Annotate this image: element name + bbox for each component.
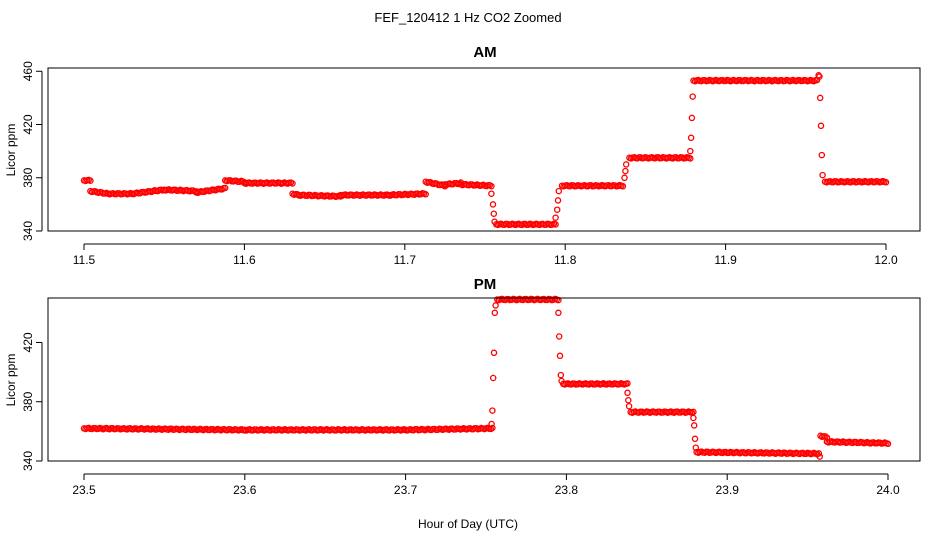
am-x-tick-label: 11.9	[714, 253, 737, 267]
pm-data-point	[556, 352, 564, 360]
pm-data-point	[815, 450, 823, 457]
am-x-tick-label: 11.7	[394, 253, 417, 267]
am-data-point	[817, 122, 825, 130]
pm-data-point	[691, 435, 699, 443]
am-data-point	[552, 221, 559, 228]
am-data-point	[818, 151, 826, 159]
pm-data-point	[489, 424, 496, 432]
am-y-axis: 340 380 420 460	[21, 61, 43, 241]
am-data-point	[552, 214, 559, 221]
pm-x-tick-label: 23.8	[555, 483, 579, 497]
pm-y-tick-label: 340	[21, 451, 35, 471]
pm-x-tick-label: 23.5	[72, 483, 96, 497]
am-y-tick-label: 460	[21, 61, 35, 81]
am-data-point	[490, 210, 498, 217]
pm-data-point	[625, 396, 632, 404]
pm-data-point	[557, 371, 565, 379]
pm-data-point	[490, 349, 498, 357]
pm-data-point	[692, 444, 700, 451]
am-data-point	[488, 190, 495, 197]
am-data-point	[816, 73, 823, 80]
pm-x-tick-label: 24.0	[876, 483, 900, 497]
am-x-tick-label: 11.6	[233, 253, 256, 267]
pm-data-point	[555, 333, 563, 340]
am-data-series	[80, 72, 890, 229]
am-y-tick-label: 340	[21, 221, 35, 241]
pm-x-tick-label: 23.6	[233, 483, 257, 497]
pm-panel: PM Licor ppm 23.5 23.6 23.7 23.8 23.9 24.0 34…	[4, 276, 921, 497]
pm-data-point	[624, 380, 631, 387]
am-data-point	[622, 167, 629, 175]
am-data-point	[221, 184, 229, 192]
pm-data-point	[884, 440, 892, 448]
am-data-point	[687, 134, 695, 142]
am-data-point	[816, 94, 824, 102]
x-axis-label: Hour of Day (UTC)	[418, 517, 518, 531]
am-data-point	[553, 206, 561, 213]
pm-data-point	[489, 407, 496, 414]
am-data-point	[622, 161, 630, 168]
pm-panel-title: PM	[474, 276, 497, 293]
pm-x-axis: 23.5 23.6 23.7 23.8 23.9 24.0	[72, 473, 900, 497]
am-data-point	[819, 171, 826, 179]
pm-y-axis-label: Licor ppm	[4, 354, 18, 407]
am-data-point	[882, 179, 890, 186]
pm-data-point	[558, 377, 565, 385]
pm-x-tick-label: 23.7	[394, 483, 418, 497]
am-x-tick-label: 12.0	[874, 253, 898, 267]
am-y-axis-label: Licor ppm	[4, 124, 18, 177]
am-data-point	[555, 187, 563, 195]
pm-y-tick-label: 420	[21, 332, 35, 352]
pm-x-tick-label: 23.9	[716, 483, 740, 497]
pm-data-point	[690, 408, 697, 416]
pm-data-point	[488, 420, 495, 428]
pm-data-point	[690, 422, 698, 429]
pm-data-series	[80, 295, 892, 460]
am-data-point	[689, 93, 696, 100]
am-data-point	[488, 182, 495, 190]
am-data-point	[621, 174, 628, 182]
am-data-point	[688, 114, 696, 122]
am-y-tick-label: 420	[21, 114, 35, 134]
pm-data-point	[492, 302, 499, 309]
am-x-tick-label: 11.8	[554, 253, 577, 267]
am-plot-frame	[47, 67, 921, 232]
pm-data-point	[625, 402, 633, 410]
pm-data-point	[816, 453, 823, 460]
pm-plot-frame	[47, 297, 921, 462]
am-data-point	[687, 147, 694, 155]
am-x-tick-label: 11.5	[73, 253, 96, 267]
am-data-point	[619, 183, 627, 190]
figure-title: FEF_120412 1 Hz CO2 Zoomed	[374, 10, 561, 25]
am-x-axis: 11.5 11.6 11.7 11.8 11.9 12.0	[73, 243, 898, 267]
pm-data-point	[555, 309, 562, 317]
pm-y-axis: 340 380 420	[21, 332, 43, 471]
am-panel: AM Licor ppm 11.5 11.6 11.7 11.8 11.9 12.0 34…	[4, 44, 921, 267]
pm-data-point	[491, 309, 499, 317]
am-data-point	[554, 197, 562, 204]
am-data-point	[489, 201, 497, 208]
am-y-tick-label: 380	[21, 167, 35, 187]
pm-data-point	[489, 374, 497, 382]
pm-y-tick-label: 380	[21, 391, 35, 411]
am-data-point	[289, 180, 296, 187]
am-data-point	[87, 177, 94, 184]
pm-data-point	[624, 389, 631, 397]
am-data-point	[491, 218, 498, 225]
am-data-point	[687, 155, 694, 162]
pm-data-point	[690, 414, 697, 422]
am-panel-title: AM	[473, 44, 496, 61]
am-data-point	[422, 191, 429, 198]
